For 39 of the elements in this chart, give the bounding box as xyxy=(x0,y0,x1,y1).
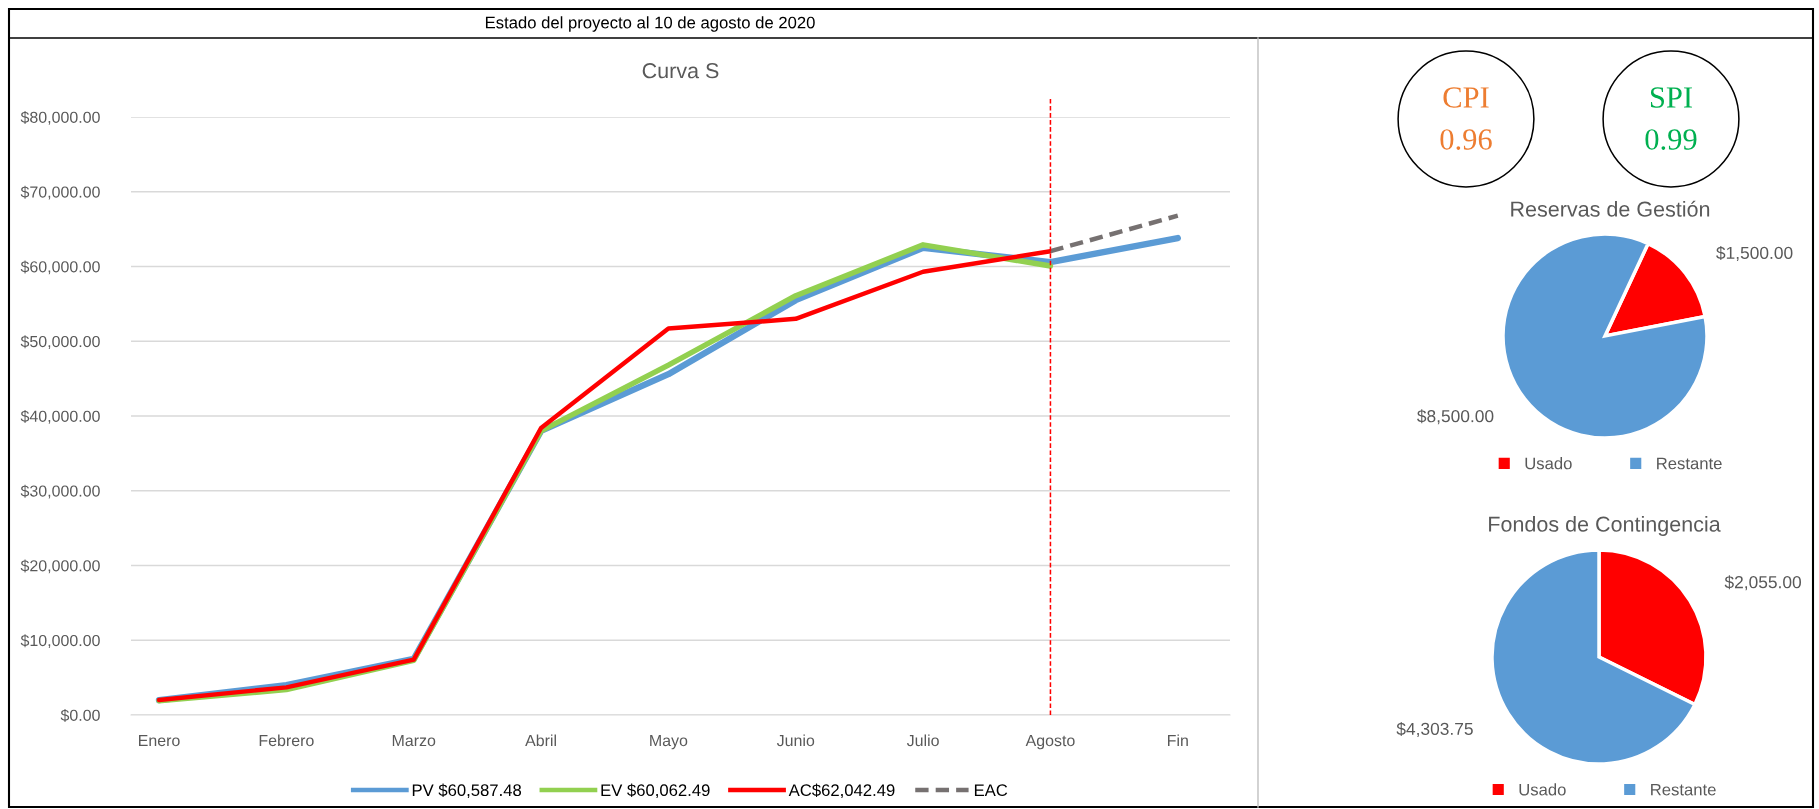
x-tick-label: Fin xyxy=(1168,734,1188,747)
x-tick-label: Julio xyxy=(906,734,939,747)
x-tick-label: Agosto xyxy=(1025,735,1075,750)
data-label: $8,500.00 xyxy=(1417,409,1494,425)
text: 0.96 xyxy=(1440,129,1492,150)
chart-title: Reservas de Gestión xyxy=(1511,200,1710,217)
text: SPI xyxy=(1650,87,1693,108)
y-tick-label: $60,000.00 xyxy=(20,260,100,275)
x-tick-label: Mayo xyxy=(650,735,688,750)
x-tick-label: Febrero xyxy=(259,734,314,747)
x-tick-label: Junio xyxy=(776,734,815,747)
data-label: $2,055.00 xyxy=(1724,575,1802,591)
chart-title: Curva S xyxy=(642,63,719,79)
y-tick-label: $70,000.00 xyxy=(20,185,100,200)
y-tick-label: $30,000.00 xyxy=(20,484,100,499)
y-tick-label: $80,000.00 xyxy=(20,110,100,125)
x-tick-label: Marzo xyxy=(392,735,436,747)
legend-label: AC$62,042.49 xyxy=(788,783,895,799)
data-label: $4,303.75 xyxy=(1396,721,1473,738)
text: Estado del proyecto al 10 de agosto de 2020 xyxy=(485,16,815,32)
legend-label: Restante xyxy=(1657,457,1722,470)
y-tick-label: $10,000.00 xyxy=(20,634,100,649)
text: CPI xyxy=(1443,87,1489,108)
x-tick-label: Enero xyxy=(139,735,180,747)
chart-title: Fondos de Contingencia xyxy=(1489,515,1721,537)
text: 0.99 xyxy=(1645,129,1697,150)
data-label: $1,500.00 xyxy=(1716,246,1793,262)
legend-label: Restante xyxy=(1651,783,1716,796)
legend-label: Usado xyxy=(1519,783,1566,796)
y-tick-label: $40,000.00 xyxy=(20,409,100,424)
y-tick-label: $20,000.00 xyxy=(20,559,100,574)
pie-slice xyxy=(1501,232,1709,440)
legend-label: PV $60,587.48 xyxy=(412,783,522,799)
x-tick-label: Abril xyxy=(525,734,556,747)
y-tick-label: $50,000.00 xyxy=(20,335,100,350)
legend-label: EV $60,062.49 xyxy=(601,783,710,799)
legend-label: Usado xyxy=(1525,457,1572,470)
y-tick-label: $0.00 xyxy=(60,708,100,722)
legend-label: EAC xyxy=(974,784,1008,797)
